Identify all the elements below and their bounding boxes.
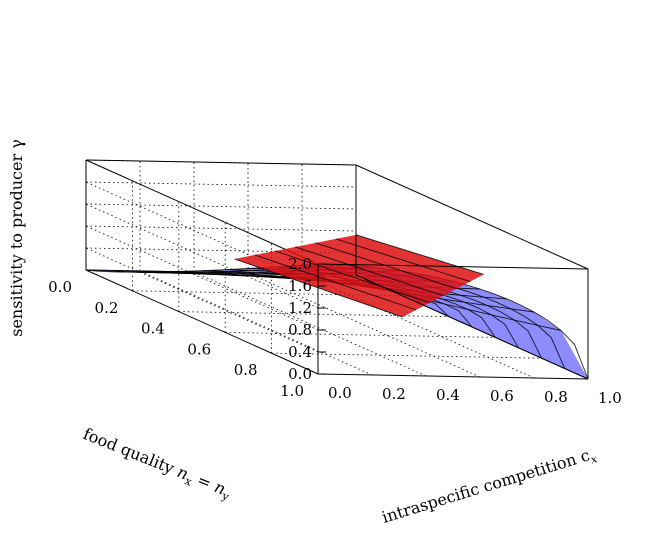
grid-line [85,203,319,309]
grid-line [247,272,481,378]
y-tick-label: 0.4 [141,320,165,338]
grid-line [85,181,319,287]
y-tick-label: 0.8 [234,361,258,379]
x-tick-label: 1.0 [598,389,622,407]
frame-edge [355,274,589,380]
x-tick-label: 0.2 [382,385,406,403]
x-tick-label: 0.6 [490,387,514,405]
blue-surface [86,264,588,379]
x-tick-label: 0.0 [328,384,352,402]
y-tick-label: 1.0 [280,382,304,400]
y-axis-label: food quality nx = ny [79,424,234,504]
red-mesh-line [254,254,417,311]
y-tick-label: 0.2 [95,299,119,317]
red-mesh-line [355,234,484,275]
z-tick-label: 1.6 [288,277,312,295]
z-axis-label: sensitivity to producer γ [7,139,26,337]
surfaces [85,234,589,380]
red-mesh-line [335,238,471,282]
x-tick-label: 0.8 [544,388,568,406]
frame-edge [85,269,319,375]
grid-line [85,225,357,232]
grid-line [225,332,496,338]
z-tick-label: 0.4 [288,343,312,361]
frame-edge [85,159,357,166]
y-tick-label: 0.6 [187,340,211,358]
frame-edge [85,159,319,265]
grid-line [85,203,357,210]
red-mesh-line [295,246,444,297]
x-axis-label: intraspecific competition cx [380,443,600,529]
grid-line [193,271,427,377]
grid-line [271,352,542,359]
red-mesh-line [234,258,403,318]
y-tick-label: 0.0 [48,278,72,296]
z-tick-label: 1.2 [288,299,312,317]
front-frame [317,164,589,380]
grid-line [85,225,319,331]
frame-edge [317,263,589,270]
grid-line [85,247,319,353]
ticks: 0.00.40.81.21.62.00.00.20.40.60.81.0 0.0 0… [48,255,622,407]
z-tick-label: 0.0 [288,365,312,383]
red-mesh-line [274,250,430,304]
z-tick-label: 0.8 [288,321,312,339]
x-tick-label: 0.4 [436,386,460,404]
grid-line [85,181,357,188]
frame-edge [355,164,589,270]
z-tick-label: 2.0 [288,255,312,273]
frame-edge [317,373,589,380]
